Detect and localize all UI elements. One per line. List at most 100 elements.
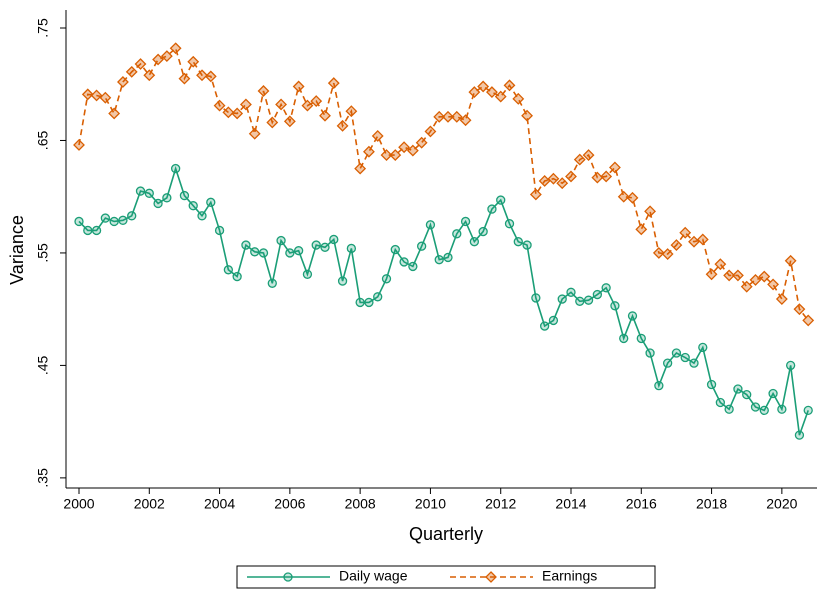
x-axis-title: Quarterly xyxy=(409,524,483,544)
point xyxy=(250,247,260,257)
point xyxy=(117,76,129,88)
point xyxy=(487,204,497,214)
point xyxy=(267,278,277,288)
point xyxy=(408,261,418,272)
series-line xyxy=(78,165,809,436)
point xyxy=(144,188,154,198)
x-tick-label: 2010 xyxy=(415,496,446,512)
point xyxy=(83,225,93,236)
point xyxy=(232,271,242,282)
point xyxy=(434,255,444,265)
point xyxy=(258,248,269,258)
point xyxy=(503,79,516,92)
point xyxy=(477,80,490,93)
point xyxy=(266,116,279,129)
point xyxy=(222,106,235,119)
y-tick-label: .75 xyxy=(35,18,51,38)
point xyxy=(311,240,321,250)
x-tick-label: 2002 xyxy=(134,496,165,512)
point xyxy=(696,233,709,246)
point xyxy=(390,244,400,255)
point xyxy=(715,397,726,408)
point xyxy=(705,268,718,281)
point xyxy=(143,69,156,82)
point xyxy=(443,252,453,263)
point xyxy=(381,274,392,284)
point xyxy=(600,170,613,183)
point xyxy=(575,296,585,306)
point xyxy=(285,248,295,258)
point xyxy=(636,333,646,344)
point xyxy=(592,289,603,300)
point xyxy=(257,85,270,97)
point xyxy=(688,235,700,248)
point xyxy=(373,292,383,302)
y-axis-title: Variance xyxy=(7,215,27,285)
legend-marker xyxy=(485,571,497,583)
point xyxy=(354,162,367,175)
point xyxy=(610,301,620,311)
point xyxy=(336,119,349,132)
point xyxy=(469,237,480,247)
point xyxy=(81,88,94,101)
point xyxy=(108,107,121,120)
point xyxy=(240,98,252,111)
point xyxy=(283,115,296,128)
point xyxy=(355,297,365,308)
point xyxy=(109,216,119,227)
point xyxy=(522,240,532,250)
point xyxy=(90,89,103,102)
point xyxy=(794,430,805,440)
point xyxy=(363,145,375,158)
point xyxy=(127,211,137,221)
point xyxy=(740,280,753,293)
point xyxy=(178,72,191,85)
point xyxy=(241,240,251,250)
point xyxy=(784,254,797,267)
x-tick-label: 2014 xyxy=(555,496,586,512)
point xyxy=(698,342,708,353)
point xyxy=(99,91,112,104)
x-tick-label: 2016 xyxy=(626,496,657,512)
point xyxy=(680,352,690,363)
point xyxy=(689,358,699,368)
legend-label: Daily wage xyxy=(339,568,408,584)
point xyxy=(468,86,481,99)
y-tick-label: .55 xyxy=(35,243,51,263)
x-tick-label: 2008 xyxy=(345,496,376,512)
point xyxy=(531,293,541,303)
point xyxy=(733,384,743,394)
point xyxy=(196,69,208,82)
point xyxy=(679,226,692,239)
point xyxy=(573,153,586,166)
point xyxy=(496,195,506,205)
point xyxy=(364,297,374,308)
point xyxy=(319,109,331,122)
point xyxy=(301,99,314,112)
point xyxy=(706,379,717,390)
point xyxy=(775,293,788,305)
point xyxy=(749,274,762,286)
point xyxy=(380,149,393,162)
x-tick-label: 2006 xyxy=(274,496,305,512)
point xyxy=(635,223,648,236)
y-tick-label: .45 xyxy=(35,355,51,375)
point xyxy=(293,246,304,256)
point xyxy=(223,265,234,275)
point xyxy=(619,333,629,344)
point xyxy=(416,241,427,251)
point xyxy=(521,109,533,122)
point xyxy=(398,141,410,154)
point xyxy=(478,226,488,237)
point xyxy=(758,270,771,283)
point xyxy=(125,65,138,78)
point xyxy=(557,294,567,304)
point xyxy=(442,110,454,123)
point xyxy=(617,190,630,203)
point xyxy=(329,234,339,245)
point xyxy=(425,220,436,230)
y-tick-label: .35 xyxy=(35,468,51,488)
point xyxy=(310,95,323,108)
point xyxy=(662,358,673,368)
